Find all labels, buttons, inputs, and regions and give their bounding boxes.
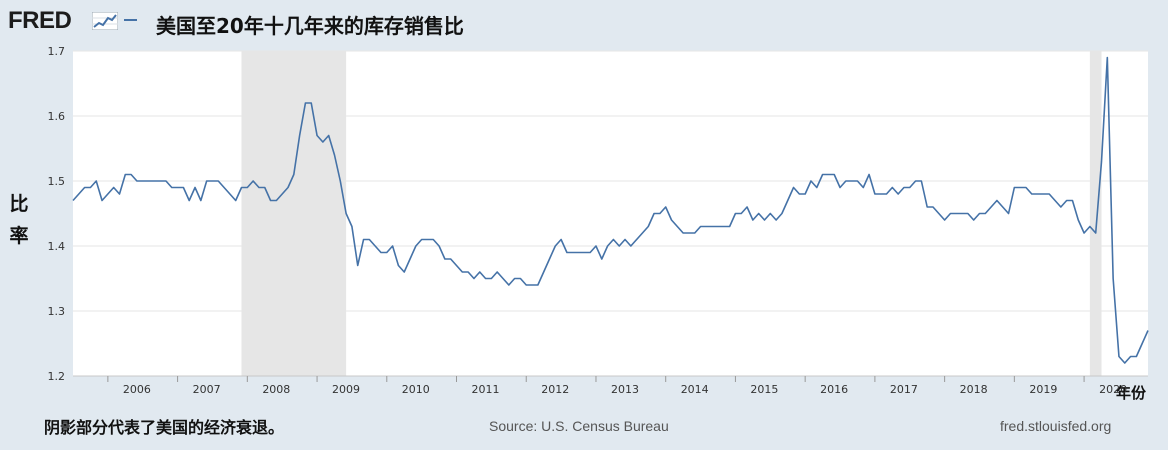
- fred-logo[interactable]: FRED: [8, 8, 120, 34]
- y-axis-ticks: 1.2 1.3 1.4 1.5 1.6 1.7: [48, 45, 66, 383]
- y-tick-label: 1.2: [48, 370, 66, 383]
- x-tick-label: 2007: [193, 383, 221, 396]
- x-axis-label: 年份: [1116, 384, 1147, 402]
- x-tick-label: 2017: [890, 383, 918, 396]
- series-line: [72, 56, 1149, 364]
- x-tick-label: 2019: [1029, 383, 1057, 396]
- legend-series-swatch: [124, 19, 137, 21]
- fred-logo-text: FRED: [8, 7, 72, 34]
- x-axis-ticks: 2006 2007 2008 2009 2010 2011 2012 2013 2014 2015…: [73, 375, 1148, 396]
- series-layer: [72, 56, 1149, 364]
- recession-band: [241, 51, 347, 376]
- x-tick-label: 2010: [402, 383, 430, 396]
- y-axis-label: 比率: [9, 193, 29, 247]
- chart-header: FRED 美国至20年十几年来的库存销售比: [0, 0, 1168, 44]
- chart-title: 美国至20年十几年来的库存销售比: [156, 14, 464, 38]
- x-tick-label: 2016: [820, 383, 848, 396]
- x-tick-label: 2008: [262, 383, 290, 396]
- x-tick-label: 2018: [960, 383, 988, 396]
- y-tick-label: 1.4: [48, 240, 66, 253]
- x-tick-label: 2013: [611, 383, 639, 396]
- site-link[interactable]: fred.stlouisfed.org: [1000, 418, 1112, 434]
- line-chart-icon: [92, 12, 118, 30]
- x-tick-label: 2014: [681, 383, 709, 396]
- x-tick-label: 2020: [1099, 383, 1127, 396]
- x-tick-label: 2015: [750, 383, 778, 396]
- recession-shading: [241, 51, 1102, 376]
- x-tick-label: 2006: [123, 383, 151, 396]
- y-tick-label: 1.3: [48, 305, 66, 318]
- x-tick-label: 2012: [541, 383, 569, 396]
- y-tick-label: 1.5: [48, 175, 66, 188]
- x-tick-label: 2009: [332, 383, 360, 396]
- plot-area: [73, 51, 1148, 376]
- x-tick-label: 2011: [472, 383, 500, 396]
- source-credit: Source: U.S. Census Bureau: [489, 418, 669, 434]
- recession-band: [1089, 51, 1102, 376]
- recession-note: 阴影部分代表了美国的经济衰退。: [44, 418, 285, 437]
- y-tick-label: 1.7: [48, 45, 66, 58]
- y-tick-label: 1.6: [48, 110, 66, 123]
